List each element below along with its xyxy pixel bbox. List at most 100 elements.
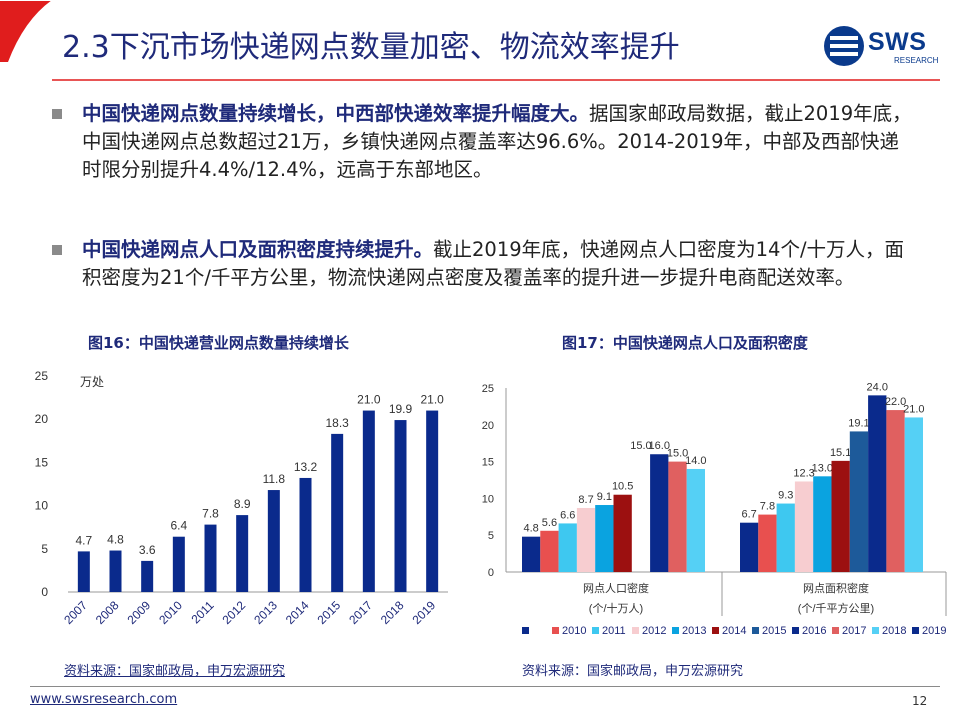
data-label: 6.6 — [560, 509, 575, 521]
data-label: 6.7 — [742, 509, 757, 521]
x-tick-label: 2014 — [283, 598, 312, 627]
x-tick-label: 2012 — [220, 598, 249, 627]
y-tick-label: 20 — [482, 420, 494, 432]
bar — [522, 536, 541, 572]
page-number: 12 — [912, 694, 928, 708]
data-label: 16.0 — [649, 440, 670, 452]
x-tick-label: 2009 — [125, 598, 154, 627]
data-label: 12.3 — [793, 467, 814, 479]
sws-logo: SWS RESEARCH — [822, 24, 940, 68]
bar — [904, 417, 923, 572]
bar — [204, 524, 217, 592]
x-tick-label: 2010 — [156, 598, 185, 627]
x-tick-label: 2015 — [315, 598, 344, 627]
y-tick-label: 5 — [41, 542, 48, 556]
bar — [236, 515, 249, 592]
logo-mark-icon — [824, 26, 864, 66]
legend-label: 2010 — [562, 625, 586, 637]
y-tick-label: 15 — [482, 457, 494, 469]
legend-swatch — [712, 627, 719, 634]
x-tick-label: 2019 — [410, 598, 439, 627]
legend-swatch — [752, 627, 759, 634]
chart17-source: 资料来源：国家邮政局，申万宏源研究 — [522, 664, 744, 679]
corner-accent-line — [0, 0, 62, 59]
x-tick-label: 2017 — [346, 598, 375, 627]
legend-swatch — [912, 627, 919, 634]
bar — [686, 468, 705, 572]
data-label: 10.5 — [612, 481, 633, 493]
y-tick-label: 10 — [482, 493, 494, 505]
bullet-2: 中国快递网点人口及面积密度持续提升。截止2019年底，快递网点人口密度为14个/… — [52, 236, 912, 292]
bar — [886, 410, 905, 572]
bullet-1: 中国快递网点数量持续增长，中西部快递效率提升幅度大。据国家邮政局数据，截止201… — [52, 100, 912, 184]
legend-swatch — [632, 627, 639, 634]
data-label: 21.0 — [903, 403, 924, 415]
bar — [141, 560, 154, 592]
chart16: 0 5 10 15 20 25 万处 4.7 2007 4.8 2008 3.6 2009 6.4 2010… — [35, 369, 448, 627]
data-label: 4.7 — [75, 533, 92, 547]
data-label: 13.2 — [294, 460, 318, 474]
data-label: 8.9 — [234, 497, 251, 511]
x-tick-label: 2018 — [378, 598, 407, 627]
y-tick-label: 10 — [35, 499, 49, 513]
legend-label: 2012 — [642, 625, 666, 637]
chart17-title: 图17：中国快递网点人口及面积密度 — [562, 334, 808, 352]
x-tick-label: 2007 — [61, 598, 90, 627]
bar — [849, 431, 869, 572]
x-tick-label: 2008 — [93, 598, 122, 627]
legend-swatch — [592, 627, 599, 634]
data-label: 11.8 — [263, 472, 286, 486]
data-label: 7.8 — [202, 507, 219, 521]
bar — [426, 410, 439, 592]
data-label: 6.4 — [170, 519, 187, 533]
bar — [172, 536, 185, 592]
bar — [77, 551, 90, 592]
bar — [831, 460, 850, 572]
legend-label: 2019 — [922, 625, 946, 637]
legend-label: 2014 — [722, 625, 746, 637]
data-label: 15.0 — [667, 448, 688, 460]
bar — [109, 550, 122, 592]
bullet-2-body: 截止2019年底，快递网点人口密度为14个/十万人，面积密度为21个/千平方公里… — [82, 238, 905, 289]
chart16-source: 资料来源：国家邮政局，申万宏源研究 — [64, 664, 286, 679]
legend-label: 2015 — [762, 625, 786, 637]
y-tick-label: 25 — [35, 369, 49, 383]
y-tick-label: 20 — [35, 412, 49, 426]
y-tick-label: 15 — [35, 455, 49, 469]
bar — [668, 461, 687, 572]
bar — [267, 490, 280, 592]
bar — [868, 395, 887, 572]
y-tick-label: 5 — [488, 530, 494, 542]
legend-label: 2018 — [882, 625, 906, 637]
legend-label: 2013 — [682, 625, 706, 637]
legend-swatch — [832, 627, 839, 634]
footer-divider — [30, 686, 940, 687]
bullet-marker — [52, 245, 62, 255]
legend-label: 2017 — [842, 625, 866, 637]
footer-url-link[interactable]: www.swsresearch.com — [30, 692, 178, 707]
data-label: 4.8 — [107, 533, 124, 547]
legend-swatch — [552, 627, 559, 634]
legend-swatch — [792, 627, 799, 634]
data-label: 9.1 — [597, 491, 612, 503]
legend-label: 2016 — [802, 625, 826, 637]
page-title: 2.3下沉市场快递网点数量加密、物流效率提升 — [62, 30, 680, 65]
bar — [776, 503, 795, 572]
bar — [740, 522, 759, 572]
bar — [331, 433, 344, 592]
legend-swatch — [872, 627, 879, 634]
legend-swatch — [522, 627, 529, 634]
logo-text: SWS — [868, 28, 927, 56]
data-label: 3.6 — [139, 543, 156, 557]
group-label: 网点人口密度 — [583, 581, 649, 595]
bar — [540, 530, 559, 572]
bar — [650, 454, 669, 572]
data-label: 8.7 — [578, 494, 593, 506]
group-unit: (个/千平方公里) — [798, 601, 874, 615]
data-label: 19.1 — [848, 417, 869, 429]
data-label: 22.0 — [885, 396, 906, 408]
bullet-1-text: 中国快递网点数量持续增长，中西部快递效率提升幅度大。据国家邮政局数据，截止201… — [82, 100, 912, 184]
legend-swatch — [672, 627, 679, 634]
data-label: 14.0 — [685, 455, 706, 467]
